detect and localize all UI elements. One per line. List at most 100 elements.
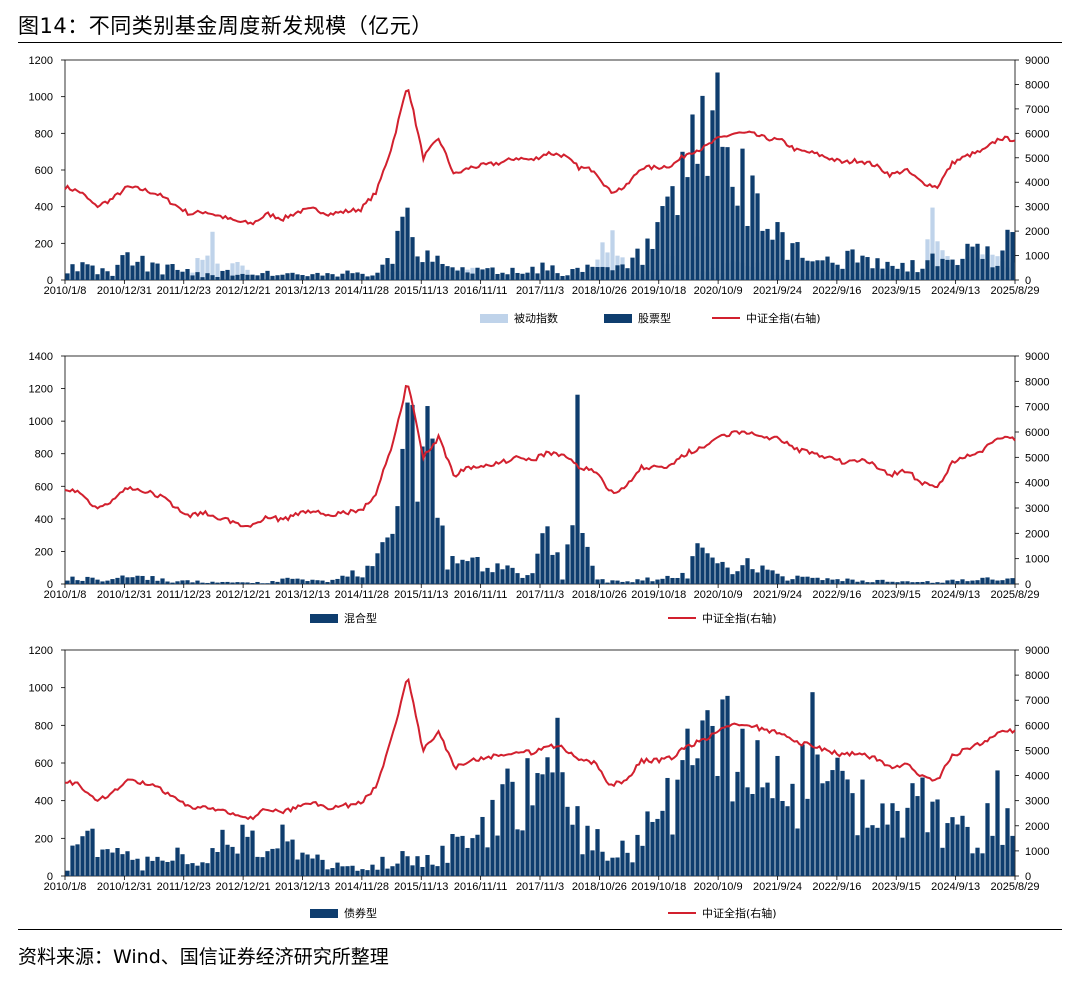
x-tick-label: 2012/12/21 bbox=[216, 589, 271, 601]
y-right-tick-label: 4000 bbox=[1025, 177, 1049, 189]
bar-main bbox=[870, 582, 875, 584]
bar-main bbox=[710, 110, 715, 281]
bar-main bbox=[1005, 808, 1010, 876]
bar-main bbox=[900, 262, 905, 280]
bar-main bbox=[215, 851, 220, 876]
bar-main bbox=[425, 854, 430, 876]
bar-main bbox=[805, 798, 810, 876]
legend-label-index-3: 中证全指(右轴) bbox=[702, 907, 777, 920]
bar-main bbox=[535, 273, 540, 280]
bar-main bbox=[330, 579, 335, 584]
bar-main bbox=[205, 273, 210, 280]
bar-main bbox=[400, 216, 405, 280]
bar-main bbox=[490, 267, 495, 280]
bar-main bbox=[325, 582, 330, 584]
index-line bbox=[65, 677, 1016, 821]
bar-main bbox=[285, 577, 290, 584]
bar-main bbox=[180, 271, 185, 280]
y-left-tick-label: 1400 bbox=[29, 351, 53, 363]
bar-passive bbox=[210, 231, 215, 280]
bar-main bbox=[210, 581, 215, 584]
bar-main bbox=[635, 834, 640, 876]
bar-main bbox=[775, 755, 780, 876]
bar-main bbox=[805, 576, 810, 584]
bar-main bbox=[730, 801, 735, 876]
bar-main bbox=[170, 264, 175, 280]
bar-main bbox=[470, 557, 475, 584]
y-left-tick-label: 1200 bbox=[29, 384, 53, 396]
bar-main bbox=[680, 151, 685, 280]
bar-main bbox=[780, 232, 785, 280]
bar-main bbox=[905, 271, 910, 280]
bar-passive bbox=[200, 259, 205, 280]
bar-main bbox=[645, 238, 650, 280]
bar-main bbox=[525, 272, 530, 280]
bar-main bbox=[975, 580, 980, 584]
y-right-tick-label: 8000 bbox=[1025, 670, 1049, 682]
bar-main bbox=[585, 264, 590, 280]
bar-main bbox=[660, 206, 665, 280]
y-right-tick-label: 7000 bbox=[1025, 104, 1049, 116]
bar-main bbox=[280, 274, 285, 280]
bar-main bbox=[230, 582, 235, 584]
bar-main bbox=[550, 554, 555, 584]
bar-main bbox=[905, 581, 910, 584]
bar-main bbox=[365, 870, 370, 876]
bar-main bbox=[620, 581, 625, 584]
bar-main bbox=[910, 783, 915, 876]
bar-main bbox=[695, 163, 700, 280]
bar-main bbox=[740, 565, 745, 584]
bar-main bbox=[625, 268, 630, 280]
y-left-tick-label: 200 bbox=[35, 546, 53, 558]
x-tick-label: 2023/9/15 bbox=[872, 285, 921, 297]
bar-main bbox=[655, 222, 660, 280]
bar-main bbox=[735, 205, 740, 280]
bar-main bbox=[405, 402, 410, 584]
bar-main bbox=[505, 274, 510, 280]
bar-main bbox=[80, 262, 85, 280]
bar-main bbox=[485, 268, 490, 280]
bar-main bbox=[610, 270, 615, 280]
bar-main bbox=[145, 856, 150, 876]
bar-main bbox=[990, 835, 995, 876]
bar-main bbox=[340, 273, 345, 280]
bar-main bbox=[885, 581, 890, 584]
bar-main bbox=[155, 856, 160, 876]
bar-main bbox=[630, 257, 635, 280]
bar-main bbox=[285, 841, 290, 876]
bar-main bbox=[475, 267, 480, 280]
x-tick-label: 2017/11/3 bbox=[516, 589, 564, 601]
bar-main bbox=[475, 834, 480, 876]
bar-main bbox=[875, 258, 880, 280]
x-tick-label: 2020/10/9 bbox=[694, 589, 743, 601]
bar-main bbox=[125, 851, 130, 876]
bar-main bbox=[755, 740, 760, 876]
bar-main bbox=[445, 862, 450, 876]
bar-main bbox=[790, 783, 795, 876]
bar-main bbox=[635, 248, 640, 280]
x-tick-label: 2021/9/24 bbox=[753, 881, 802, 893]
bar-main bbox=[700, 95, 705, 280]
bar-main bbox=[350, 273, 355, 280]
y-left-tick-label: 1000 bbox=[29, 683, 53, 695]
y-left-tick-label: 1000 bbox=[29, 92, 53, 104]
bar-main bbox=[750, 793, 755, 876]
bar-main bbox=[670, 186, 675, 280]
bar-main bbox=[1000, 844, 1005, 876]
bar-main bbox=[115, 848, 120, 876]
bar-main bbox=[270, 275, 275, 280]
bar-main bbox=[320, 580, 325, 584]
bar-main bbox=[455, 836, 460, 876]
bar-main bbox=[695, 758, 700, 876]
bar-main bbox=[425, 406, 430, 584]
bar-main bbox=[995, 770, 1000, 876]
bar-main bbox=[955, 265, 960, 280]
bar-main bbox=[950, 579, 955, 584]
bar-main bbox=[965, 243, 970, 280]
x-tick-label: 2011/12/23 bbox=[157, 881, 211, 893]
x-tick-label: 2022/9/16 bbox=[812, 881, 861, 893]
x-tick-label: 2013/12/13 bbox=[275, 285, 330, 297]
bar-main bbox=[170, 582, 175, 584]
bar-main bbox=[640, 580, 645, 584]
bar-main bbox=[925, 260, 930, 280]
